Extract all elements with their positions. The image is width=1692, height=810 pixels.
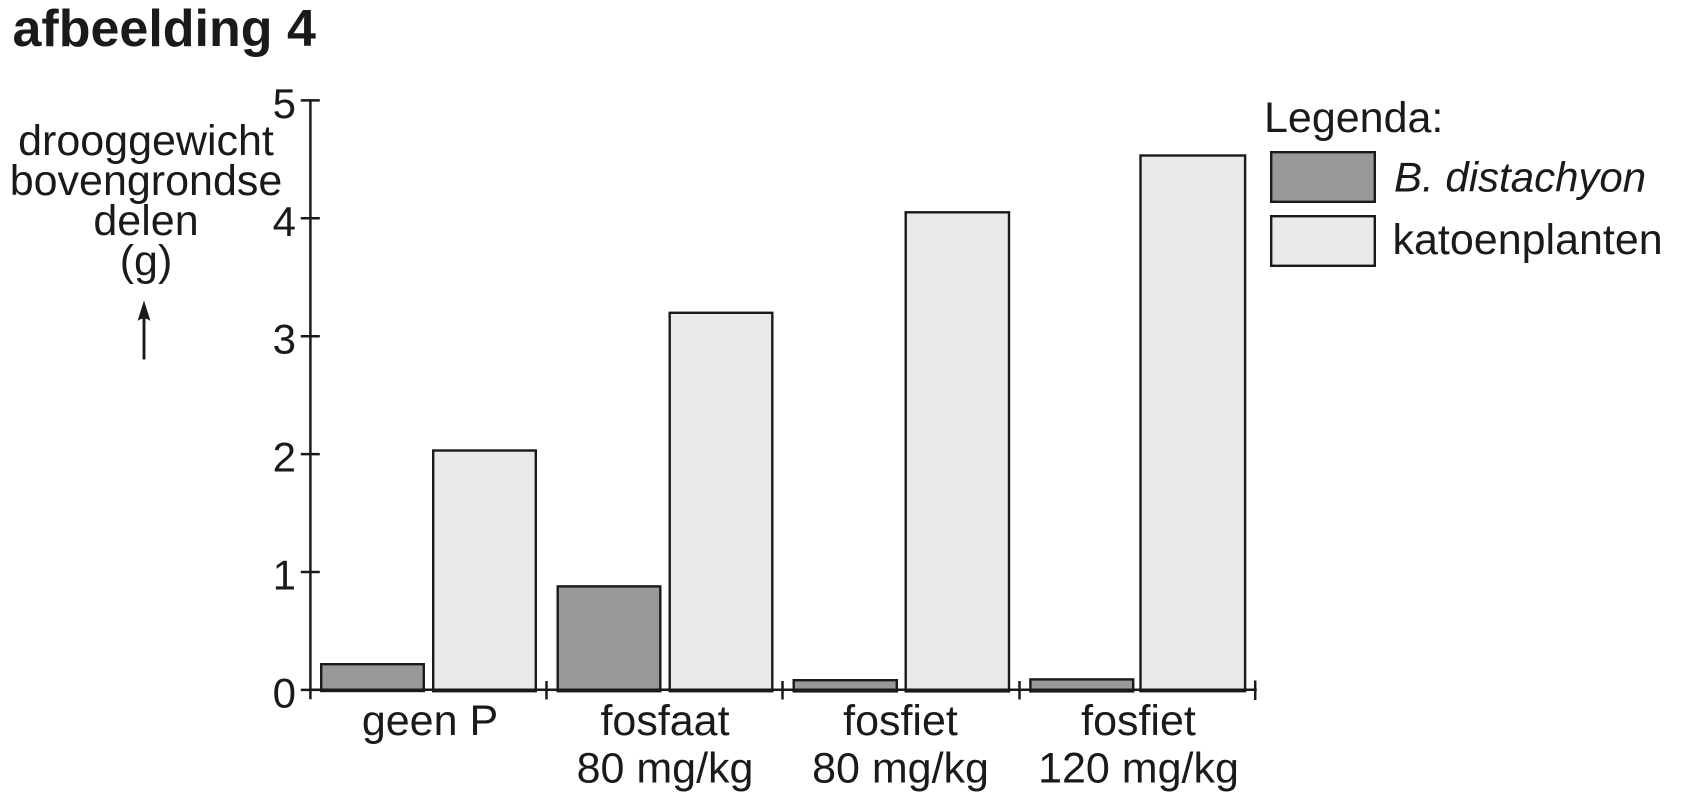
svg-text:Legenda:: Legenda: <box>1264 94 1443 142</box>
svg-text:80 mg/kg: 80 mg/kg <box>812 745 989 793</box>
svg-text:4: 4 <box>273 198 296 245</box>
svg-text:bovengrondse: bovengrondse <box>10 157 283 205</box>
svg-text:2: 2 <box>273 434 296 481</box>
svg-text:1: 1 <box>273 552 296 599</box>
svg-text:fosfiet: fosfiet <box>843 697 958 745</box>
svg-text:katoenplanten: katoenplanten <box>1393 216 1663 264</box>
svg-text:(g): (g) <box>120 237 173 285</box>
svg-text:5: 5 <box>273 80 296 127</box>
svg-text:afbeelding 4: afbeelding 4 <box>13 0 316 58</box>
svg-text:fosfiet: fosfiet <box>1081 697 1196 745</box>
svg-text:drooggewicht: drooggewicht <box>18 117 274 165</box>
svg-text:120 mg/kg: 120 mg/kg <box>1038 745 1239 793</box>
svg-text:geen P: geen P <box>362 697 498 745</box>
svg-text:fosfaat: fosfaat <box>600 697 729 745</box>
svg-text:delen: delen <box>93 197 198 245</box>
svg-text:80 mg/kg: 80 mg/kg <box>577 745 754 793</box>
svg-text:3: 3 <box>273 316 296 363</box>
svg-text:B. distachyon: B. distachyon <box>1394 154 1646 201</box>
svg-text:0: 0 <box>273 669 296 716</box>
